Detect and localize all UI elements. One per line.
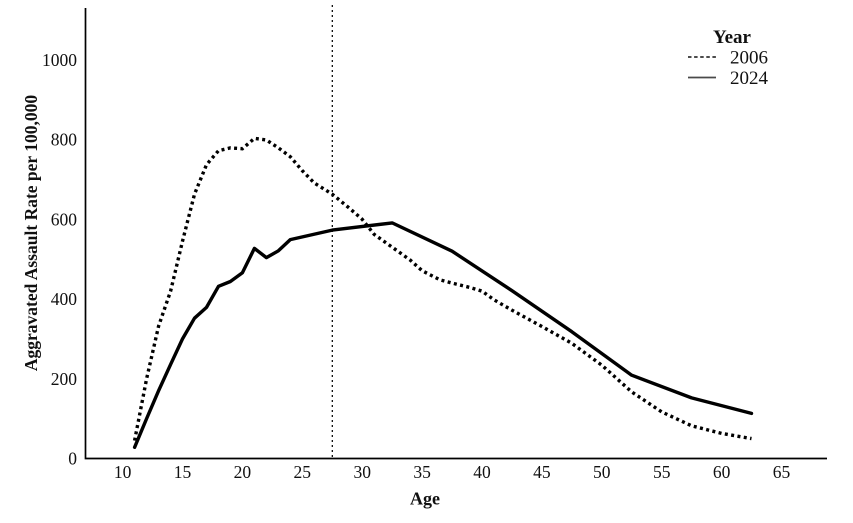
x-tick-label: 30 bbox=[353, 462, 371, 482]
y-tick-label: 400 bbox=[51, 289, 78, 309]
x-tick-label: 10 bbox=[114, 462, 132, 482]
legend-title: Year bbox=[713, 27, 752, 48]
x-tick-label: 35 bbox=[413, 462, 431, 482]
y-tick-label: 1000 bbox=[42, 50, 77, 70]
x-tick-label: 60 bbox=[713, 462, 731, 482]
y-tick-label: 0 bbox=[68, 449, 77, 469]
y-tick-label: 800 bbox=[51, 130, 78, 150]
x-tick-label: 15 bbox=[174, 462, 192, 482]
y-axis-title: Aggravated Assault Rate per 100,000 bbox=[21, 95, 41, 372]
x-tick-label: 65 bbox=[773, 462, 791, 482]
series-2024-line bbox=[132, 221, 754, 449]
x-axis-title: Age bbox=[410, 489, 440, 509]
legend-label-2006: 2006 bbox=[730, 48, 768, 69]
axis-spines bbox=[84, 8, 827, 460]
y-tick-label: 200 bbox=[51, 369, 78, 389]
x-tick-label: 50 bbox=[593, 462, 611, 482]
x-tick-label: 45 bbox=[533, 462, 551, 482]
x-tick-label: 20 bbox=[234, 462, 252, 482]
series-2006-line bbox=[132, 136, 752, 441]
legend-label-2024: 2024 bbox=[730, 68, 769, 89]
x-tick-label: 40 bbox=[473, 462, 491, 482]
x-tick-label: 55 bbox=[653, 462, 671, 482]
y-tick-label: 600 bbox=[51, 209, 78, 229]
x-tick-label: 25 bbox=[294, 462, 312, 482]
